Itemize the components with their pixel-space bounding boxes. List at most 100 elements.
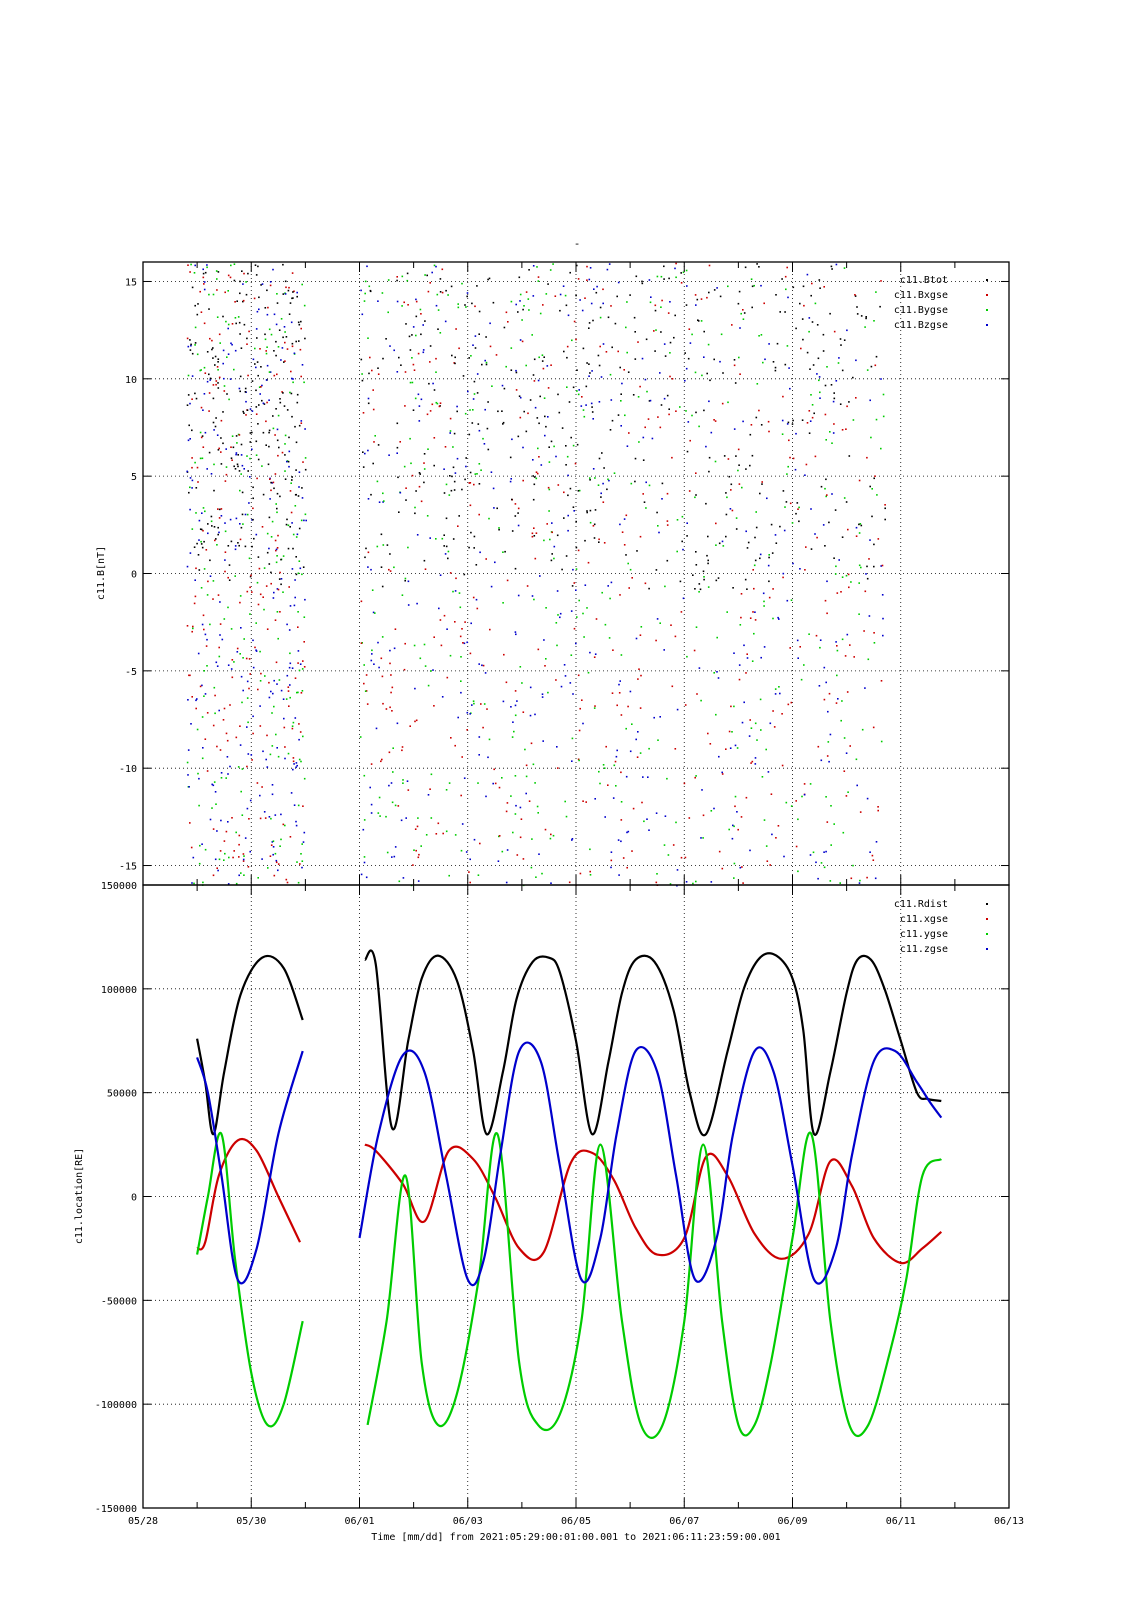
b-field-point — [684, 379, 686, 382]
b-field-point — [292, 381, 294, 384]
b-field-point — [286, 409, 289, 411]
b-field-point — [833, 392, 835, 394]
b-field-point — [521, 340, 524, 343]
b-field-grid — [143, 262, 1009, 885]
b-field-point — [276, 611, 279, 613]
b-field-point — [498, 786, 501, 789]
b-field-point — [382, 544, 385, 546]
b-field-point — [198, 539, 200, 541]
b-field-point — [554, 295, 557, 297]
b-field-point — [227, 353, 230, 355]
b-field-point — [593, 288, 595, 290]
b-field-point — [539, 575, 541, 577]
b-field-point — [417, 856, 420, 859]
b-field-point — [515, 369, 517, 372]
b-field-point — [380, 533, 383, 536]
b-field-point — [187, 774, 189, 776]
b-field-point — [880, 740, 883, 743]
b-field-point — [266, 313, 269, 316]
b-field-point — [373, 441, 375, 443]
b-field-point — [423, 453, 426, 455]
b-field-point — [790, 701, 793, 704]
b-field-point — [251, 448, 253, 451]
b-field-point — [683, 782, 686, 785]
b-field-point — [522, 308, 524, 311]
b-field-point — [460, 656, 462, 658]
b-field-point — [790, 805, 793, 807]
b-field-point — [710, 431, 713, 434]
b-field-point — [304, 598, 306, 601]
b-field-point — [265, 758, 267, 761]
b-field-point — [620, 819, 623, 821]
b-field-point — [300, 692, 303, 694]
b-field-point — [251, 519, 253, 521]
b-field-point — [209, 623, 211, 626]
b-field-point — [707, 562, 709, 565]
b-field-point — [738, 664, 741, 666]
b-field-point — [478, 429, 481, 432]
b-field-point — [292, 297, 294, 299]
b-field-point — [497, 860, 500, 862]
b-field-point — [240, 790, 242, 793]
b-field-point — [252, 666, 255, 669]
b-field-point — [819, 646, 821, 649]
b-field-point — [458, 515, 460, 517]
b-field-point — [257, 458, 260, 461]
b-field-point — [533, 380, 536, 382]
b-field-point — [548, 461, 551, 463]
b-field-point — [370, 763, 373, 765]
b-field-point — [420, 500, 423, 503]
b-field-point — [544, 828, 547, 831]
b-field-point — [763, 646, 766, 648]
b-field-point — [298, 471, 301, 473]
b-field-point — [200, 369, 202, 371]
b-field-point — [473, 547, 475, 549]
b-field-point — [797, 818, 799, 821]
b-field-point — [258, 296, 260, 299]
b-field-point — [880, 378, 882, 380]
b-field-point — [240, 347, 243, 349]
b-field-point — [252, 518, 254, 521]
b-field-point — [564, 800, 566, 803]
b-field-point — [218, 655, 221, 658]
b-field-point — [756, 383, 759, 385]
b-field-point — [239, 653, 241, 655]
b-field-point — [207, 532, 209, 535]
b-field-point — [222, 349, 225, 352]
b-field-point — [196, 353, 199, 356]
b-field-point — [295, 573, 298, 576]
b-field-point — [187, 374, 190, 377]
b-field-point — [376, 480, 379, 483]
b-field-point — [593, 707, 596, 709]
b-field-point — [640, 626, 643, 628]
b-field-point — [290, 482, 292, 484]
b-field-point — [599, 316, 602, 319]
b-field-point — [211, 339, 213, 342]
b-field-point — [286, 674, 289, 677]
b-field-point — [749, 849, 751, 852]
location-series-line — [363, 949, 942, 1137]
b-field-point — [191, 630, 193, 633]
b-field-point — [550, 882, 552, 884]
b-field-point — [827, 710, 829, 713]
b-field-point — [223, 707, 226, 710]
b-field-point — [365, 674, 368, 676]
b-field-point — [246, 765, 248, 768]
b-field-point — [511, 736, 514, 738]
b-field-point — [363, 682, 365, 685]
b-field-point — [248, 687, 250, 690]
b-field-point — [248, 502, 250, 504]
b-field-point — [746, 653, 748, 655]
b-field-point — [255, 274, 258, 276]
b-field-point — [597, 354, 600, 357]
b-field-point — [732, 824, 734, 827]
b-field-point — [721, 773, 724, 775]
b-field-point — [456, 457, 459, 460]
b-field-point — [440, 644, 443, 647]
b-field-point — [735, 517, 738, 519]
b-field-point — [703, 576, 705, 578]
b-field-point — [740, 816, 743, 818]
b-field-point — [287, 547, 290, 550]
b-field-point — [589, 372, 591, 374]
b-field-point — [707, 586, 710, 588]
